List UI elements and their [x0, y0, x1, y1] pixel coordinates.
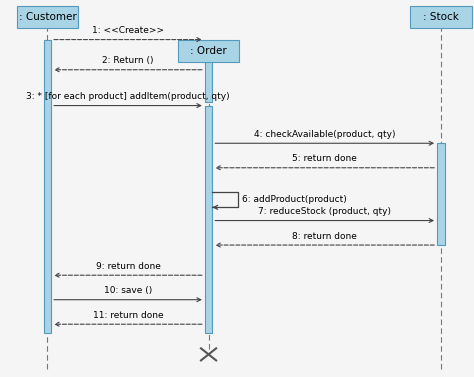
FancyBboxPatch shape: [205, 106, 212, 333]
FancyBboxPatch shape: [205, 47, 212, 102]
Text: : Order: : Order: [190, 46, 227, 56]
Text: 8: return done: 8: return done: [292, 231, 357, 241]
Text: 7: reduceStock (product, qty): 7: reduceStock (product, qty): [258, 207, 391, 216]
Text: 3: * [for each product] addItem(product, qty): 3: * [for each product] addItem(product,…: [26, 92, 230, 101]
Text: 9: return done: 9: return done: [96, 262, 160, 271]
Text: 4: checkAvailable(product, qty): 4: checkAvailable(product, qty): [254, 130, 395, 139]
Text: : Customer: : Customer: [18, 12, 76, 22]
Text: 10: save (): 10: save (): [104, 286, 152, 295]
Text: 11: return done: 11: return done: [93, 311, 163, 320]
FancyBboxPatch shape: [44, 40, 51, 333]
FancyBboxPatch shape: [178, 40, 239, 62]
Text: 5: return done: 5: return done: [292, 154, 357, 163]
Text: : Stock: : Stock: [423, 12, 459, 22]
Text: 6: addProduct(product): 6: addProduct(product): [242, 195, 347, 204]
FancyBboxPatch shape: [410, 6, 472, 28]
Text: 2: Return (): 2: Return (): [102, 56, 154, 65]
FancyBboxPatch shape: [437, 143, 445, 245]
Text: 1: <<Create>>: 1: <<Create>>: [92, 26, 164, 35]
FancyBboxPatch shape: [17, 6, 78, 28]
